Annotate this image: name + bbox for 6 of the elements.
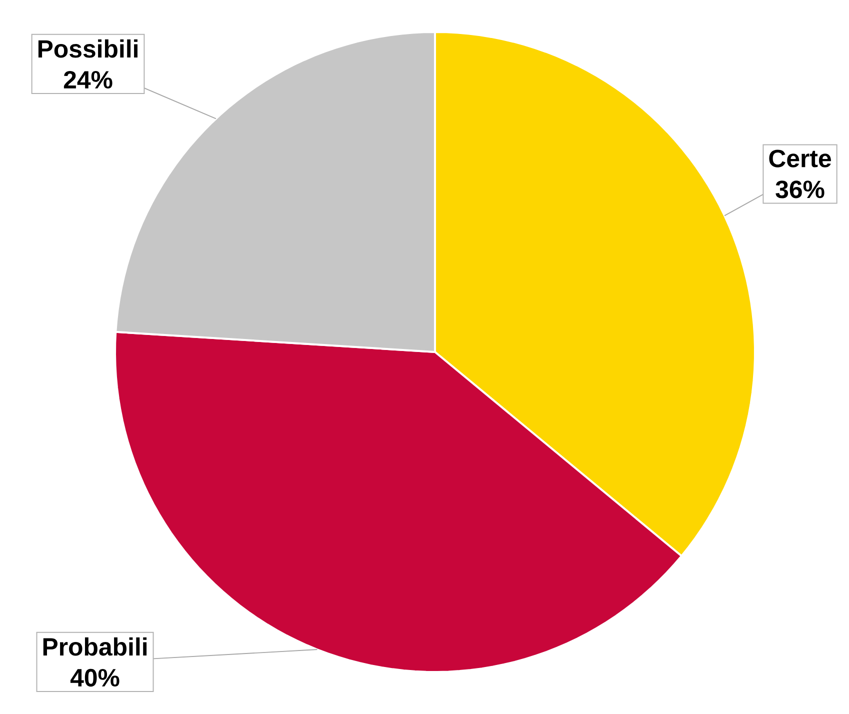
data-label: 24% bbox=[64, 70, 112, 89]
data-label: 36% bbox=[776, 180, 824, 198]
slice-label: Certe bbox=[769, 150, 831, 168]
data-label: 40% bbox=[70, 668, 120, 687]
slice-label: Probabili bbox=[43, 637, 147, 656]
slice-label: Possibili bbox=[38, 39, 138, 58]
